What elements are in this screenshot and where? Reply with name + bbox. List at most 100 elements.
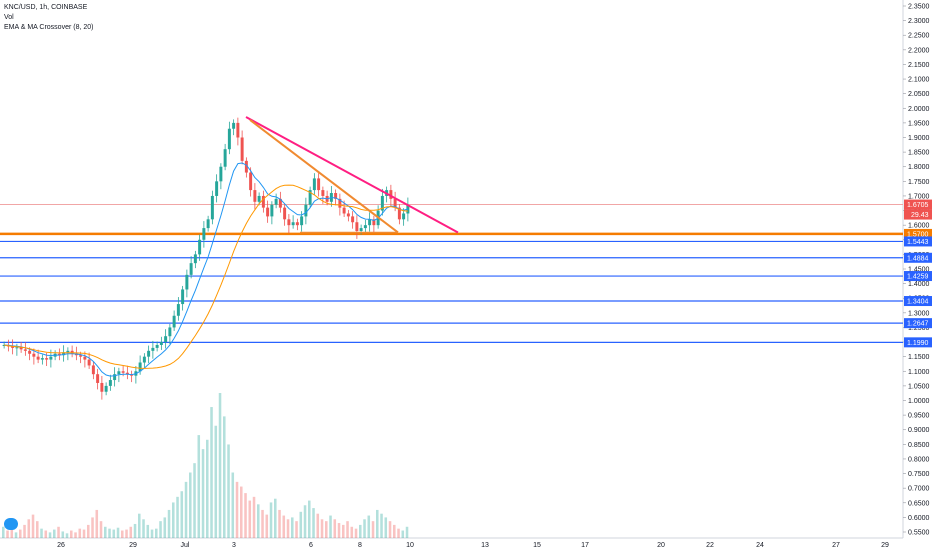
candle-body: [236, 122, 240, 138]
candle-body: [142, 356, 146, 363]
candle-body: [159, 342, 163, 345]
candle-body: [83, 356, 87, 360]
candle-body: [151, 347, 155, 351]
price-axis-label: 1.2500: [908, 325, 930, 332]
price-axis-label: 2.2000: [908, 47, 930, 54]
candle-body: [283, 207, 287, 220]
volume-bar: [252, 496, 256, 538]
volume-bar: [214, 425, 218, 538]
tradingview-logo-icon: [4, 518, 18, 530]
candle-body: [28, 350, 32, 354]
candle-body: [295, 222, 299, 226]
volume-bar: [125, 529, 128, 538]
time-axis-label: 20: [657, 542, 665, 549]
price-axis-label: 0.5500: [908, 530, 930, 537]
candle-body: [342, 207, 346, 214]
volume-bar: [146, 524, 150, 538]
volume-bar: [367, 515, 371, 538]
volume-bar: [201, 449, 205, 538]
price-axis-label: 0.9000: [908, 427, 930, 434]
candle-body: [79, 355, 83, 357]
candle-body: [244, 160, 248, 173]
volume-bar: [27, 519, 31, 538]
candle-body: [227, 128, 231, 150]
candle-body: [108, 380, 112, 386]
volume-bar: [129, 526, 133, 538]
candle-body: [389, 190, 393, 199]
time-axis-label: Jul: [181, 542, 190, 549]
support-level-badge: [904, 252, 932, 263]
support-level-badge: [904, 318, 932, 329]
candle-body: [312, 178, 316, 191]
candle-body: [91, 365, 95, 375]
candle-body: [121, 371, 125, 373]
volume-bar: [172, 502, 175, 538]
candle-body: [66, 350, 70, 353]
volume-bar: [363, 519, 366, 538]
candle-body: [210, 195, 214, 220]
volume-bar: [91, 517, 94, 538]
price-axis-label: 1.0000: [908, 398, 930, 405]
volume-bar: [99, 521, 103, 538]
volume-bar: [14, 532, 18, 538]
trend-line[interactable]: [249, 119, 399, 234]
volume-bar: [65, 533, 69, 538]
price-axis-label: 1.9500: [908, 120, 930, 127]
volume-bar: [278, 509, 281, 538]
support-level-badge: [904, 271, 932, 282]
candle-body: [193, 254, 197, 264]
time-axis-label: 26: [57, 542, 65, 549]
volume-indicator-label: Vol: [4, 14, 14, 21]
volume-bar: [312, 508, 315, 538]
candle-body: [36, 356, 40, 360]
price-axis-label: 1.8000: [908, 164, 930, 171]
candle-body: [261, 195, 265, 208]
time-axis-label: 15: [533, 542, 541, 549]
symbol-title: KNC/USD, 1h, COINBASE: [4, 4, 88, 11]
volume-bar: [218, 393, 222, 538]
volume-bar: [78, 528, 82, 538]
candle-body: [334, 193, 338, 199]
candle-body: [62, 352, 66, 356]
volume-bar: [265, 514, 269, 538]
support-level-label: 1.4884: [907, 255, 929, 262]
volume-bar: [116, 527, 120, 538]
candle-body: [15, 347, 19, 349]
trend-line[interactable]: [245, 116, 459, 234]
volume-bar: [95, 509, 99, 538]
volume-bar: [74, 532, 77, 538]
volume-bar: [48, 532, 52, 538]
candle-body: [308, 190, 312, 205]
candle-body: [96, 374, 100, 383]
support-level-label: 1.3404: [907, 299, 929, 306]
candle-body: [219, 166, 223, 182]
volume-bar: [112, 529, 116, 538]
price-axis-label: 0.7500: [908, 471, 930, 478]
volume-bar: [269, 502, 273, 538]
support-level-label: 1.4259: [907, 274, 929, 281]
volume-bar: [2, 526, 5, 538]
price-axis-label: 0.8500: [908, 442, 930, 449]
last-price-badge: [904, 199, 932, 210]
price-axis-label: 0.6000: [908, 515, 930, 522]
candle-body: [164, 336, 168, 343]
candle-body: [70, 350, 74, 354]
volume-bar: [227, 444, 230, 538]
candle-body: [138, 362, 142, 372]
volume-bar: [244, 493, 247, 538]
volume-value-label: 29.43: [911, 212, 929, 219]
volume-bar: [261, 509, 264, 538]
time-axis-label: 27: [832, 542, 840, 549]
price-axis-label: 0.9500: [908, 413, 930, 420]
volume-bar: [316, 513, 320, 538]
volume-bar: [189, 472, 192, 538]
volume-bar: [286, 519, 290, 538]
candle-body: [380, 195, 384, 211]
candle-body: [117, 371, 121, 375]
volume-bar: [70, 530, 73, 538]
candle-body: [363, 225, 367, 229]
volume-bar: [150, 529, 154, 538]
volume-bar: [405, 526, 409, 538]
candle-body: [57, 353, 61, 356]
